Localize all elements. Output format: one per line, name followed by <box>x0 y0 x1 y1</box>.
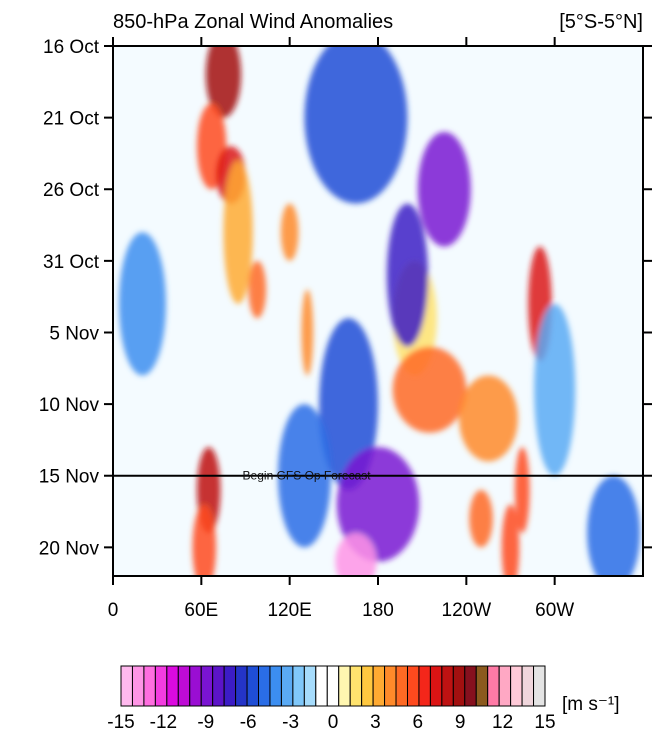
colorbar-swatch <box>464 665 477 707</box>
colorbar-swatch <box>487 665 500 707</box>
chart-title: 850-hPa Zonal Wind Anomalies <box>113 11 393 33</box>
anomaly-blob <box>386 203 429 347</box>
colorbar-swatch <box>292 665 305 707</box>
y-tick-label: 10 Nov <box>39 395 100 416</box>
colorbar-tick-label: -3 <box>282 712 299 733</box>
anomaly-blob <box>223 160 253 304</box>
colorbar-swatch <box>269 665 282 707</box>
anomaly-blob <box>205 46 242 118</box>
colorbar-tick-label: -15 <box>107 712 134 733</box>
colorbar: -15 -12 -9 -6 -3 0 3 6 9 12 15 <box>107 665 556 733</box>
colorbar-swatch <box>315 665 328 707</box>
colorbar-tick-label: 6 <box>413 712 424 733</box>
y-tick-label: 5 Nov <box>49 323 99 344</box>
y-tick-label: 21 Oct <box>43 109 100 130</box>
colorbar-swatch <box>280 665 294 707</box>
colorbar-unit: [m s⁻¹] <box>562 694 620 715</box>
anomaly-blob <box>458 375 518 462</box>
y-tick-label: 15 Nov <box>39 467 100 488</box>
anomaly-blob <box>335 533 377 576</box>
x-tick-label: 120W <box>442 600 492 621</box>
anomaly-blob <box>301 289 314 376</box>
anomaly-blob <box>501 504 520 576</box>
colorbar-swatch <box>154 665 168 707</box>
colorbar-swatch <box>406 665 420 707</box>
anomaly-blob <box>514 447 530 534</box>
colorbar-swatch <box>143 665 156 707</box>
colorbar-swatch <box>372 665 386 707</box>
x-tick-label: 120E <box>267 600 311 621</box>
x-tick-label: 60E <box>184 600 218 621</box>
colorbar-swatch <box>303 665 317 707</box>
colorbar-swatch <box>533 665 546 707</box>
colorbar-swatch <box>429 665 443 707</box>
anomaly-blob <box>534 303 576 476</box>
x-axis: 0 60E 120E 180 120W 60W <box>108 37 574 621</box>
y-tick-label: 20 Nov <box>39 538 100 559</box>
y-tick-label: 26 Oct <box>43 180 100 201</box>
plot-area <box>113 46 643 576</box>
anomaly-blob <box>248 260 267 319</box>
anomaly-blob <box>469 490 493 548</box>
colorbar-swatch <box>326 665 340 707</box>
x-tick-label: 180 <box>362 600 394 621</box>
colorbar-swatch <box>189 665 202 707</box>
colorbar-tick-label: -9 <box>197 712 214 733</box>
colorbar-swatch <box>395 665 408 707</box>
anomaly-blob <box>118 232 166 376</box>
colorbar-swatch <box>361 665 374 707</box>
colorbar-swatch <box>521 665 535 707</box>
colorbar-swatch <box>498 665 512 707</box>
colorbar-swatch <box>120 665 133 707</box>
colorbar-swatch <box>223 665 237 707</box>
colorbar-swatch <box>246 665 260 707</box>
colorbar-tick-label: 0 <box>328 712 339 733</box>
colorbar-swatch <box>384 665 397 707</box>
forecast-label: Begin GFS Op Forecast <box>243 469 372 483</box>
y-axis: 16 Oct 21 Oct 26 Oct 31 Oct 5 Nov 10 Nov 15 No… <box>39 37 652 559</box>
y-tick-label: 16 Oct <box>43 37 100 58</box>
colorbar-swatch <box>338 665 351 707</box>
anomaly-blob <box>587 475 641 576</box>
anomaly-blob <box>417 131 471 247</box>
colorbar-tick-label: 15 <box>534 712 555 733</box>
colorbar-tick-label: -12 <box>150 712 177 733</box>
anomaly-blob <box>192 504 217 576</box>
colorbar-swatch <box>177 665 191 707</box>
colorbar-tick-label: 9 <box>455 712 466 733</box>
anomaly-field <box>118 46 641 576</box>
colorbar-swatch <box>418 665 431 707</box>
colorbar-swatch <box>441 665 454 707</box>
colorbar-tick-label: -6 <box>240 712 257 733</box>
colorbar-swatch <box>200 665 214 707</box>
colorbar-swatch <box>349 665 363 707</box>
colorbar-swatch <box>475 665 489 707</box>
x-tick-label: 60W <box>535 600 574 621</box>
colorbar-swatch <box>212 665 225 707</box>
anomaly-blob <box>392 346 467 433</box>
colorbar-tick-label: 3 <box>370 712 381 733</box>
y-tick-label: 31 Oct <box>43 252 100 273</box>
anomaly-blob <box>304 46 408 204</box>
colorbar-swatch <box>166 665 179 707</box>
region-label: [5°S-5°N] <box>559 11 643 33</box>
colorbar-tick-label: 12 <box>492 712 513 733</box>
colorbar-swatch <box>452 665 466 707</box>
colorbar-swatch <box>510 665 523 707</box>
colorbar-swatch <box>235 665 248 707</box>
colorbar-swatch <box>131 665 145 707</box>
anomaly-blob <box>319 318 378 491</box>
anomaly-blob <box>280 203 299 261</box>
colorbar-swatch <box>258 665 271 707</box>
x-tick-label: 0 <box>108 600 119 621</box>
